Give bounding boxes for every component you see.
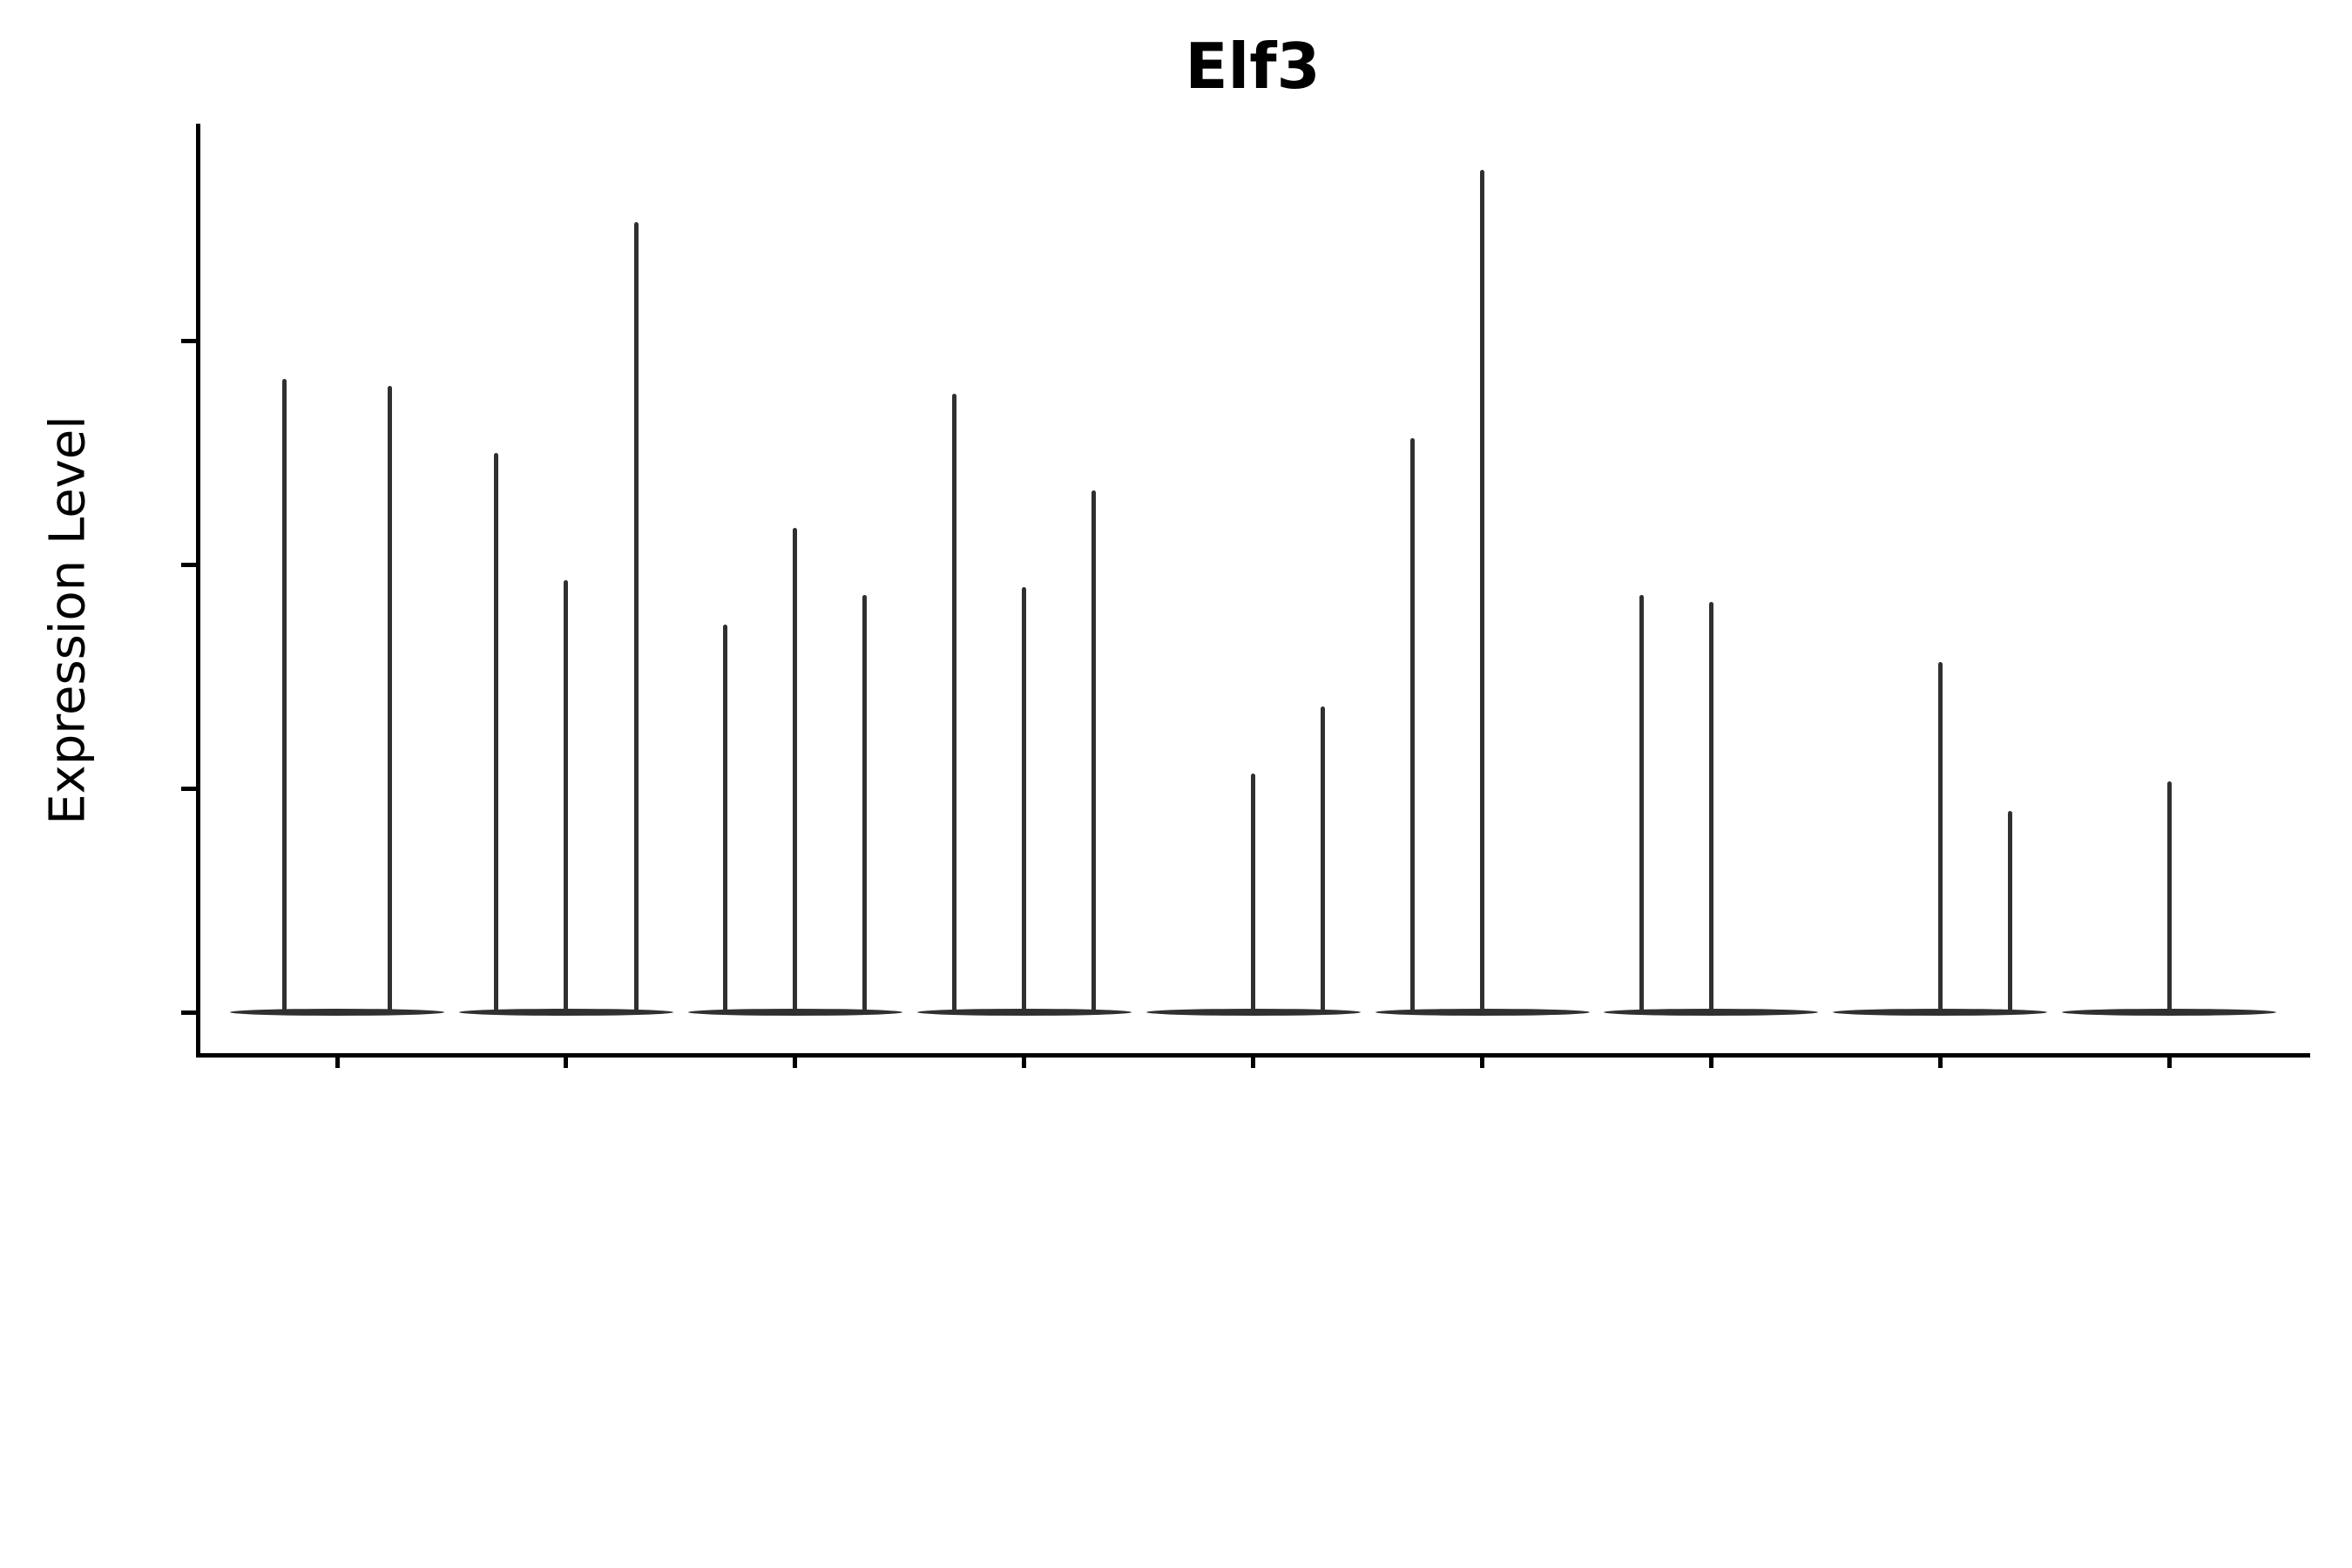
y-axis-title: Expression Level xyxy=(39,416,97,825)
violin-baseline xyxy=(458,1009,673,1016)
violin-spike xyxy=(387,386,392,1012)
violin-spike xyxy=(1409,438,1415,1012)
violin-spike xyxy=(793,527,798,1012)
violin-spike xyxy=(1937,661,1943,1012)
violin-spike xyxy=(1708,602,1713,1012)
x-tick xyxy=(1251,1057,1256,1068)
x-axis-spine xyxy=(196,1053,2310,1058)
x-tick xyxy=(1022,1057,1027,1068)
violin-baseline xyxy=(2062,1009,2277,1016)
violin-spike xyxy=(862,594,868,1012)
violin-spike xyxy=(1092,490,1097,1012)
violin-spike xyxy=(1022,587,1027,1012)
x-tick xyxy=(2166,1057,2172,1068)
y-tick xyxy=(181,563,196,568)
violin-spike xyxy=(1251,774,1256,1012)
x-tick xyxy=(1708,1057,1713,1068)
violin-baseline xyxy=(1146,1009,1361,1016)
violin-baseline xyxy=(230,1009,444,1016)
violin-baseline xyxy=(687,1009,902,1016)
chart-title: Elf3 xyxy=(1185,30,1321,103)
violin-spike xyxy=(952,393,956,1012)
violin-baseline xyxy=(916,1009,1132,1016)
violin-baseline xyxy=(1375,1009,1590,1016)
violin-spike xyxy=(633,222,639,1012)
y-tick xyxy=(181,786,196,791)
violin-spike xyxy=(1480,170,1484,1012)
violin-spike xyxy=(494,453,499,1012)
x-tick xyxy=(564,1057,569,1068)
y-axis-spine xyxy=(196,124,200,1058)
violin-spike xyxy=(2007,810,2012,1012)
x-tick xyxy=(1937,1057,1943,1068)
violin-spike xyxy=(723,625,728,1012)
violin-spike xyxy=(282,378,287,1012)
violin-baseline xyxy=(1604,1009,1819,1016)
y-tick xyxy=(181,339,196,344)
x-tick xyxy=(335,1057,340,1068)
violin-spike xyxy=(1639,594,1644,1012)
violin-spike xyxy=(2166,781,2172,1012)
violin-baseline xyxy=(1833,1009,2048,1016)
violin-spike xyxy=(564,579,569,1012)
x-tick xyxy=(793,1057,798,1068)
y-tick xyxy=(181,1010,196,1015)
violin-spike xyxy=(1321,706,1326,1012)
x-tick xyxy=(1480,1057,1484,1068)
